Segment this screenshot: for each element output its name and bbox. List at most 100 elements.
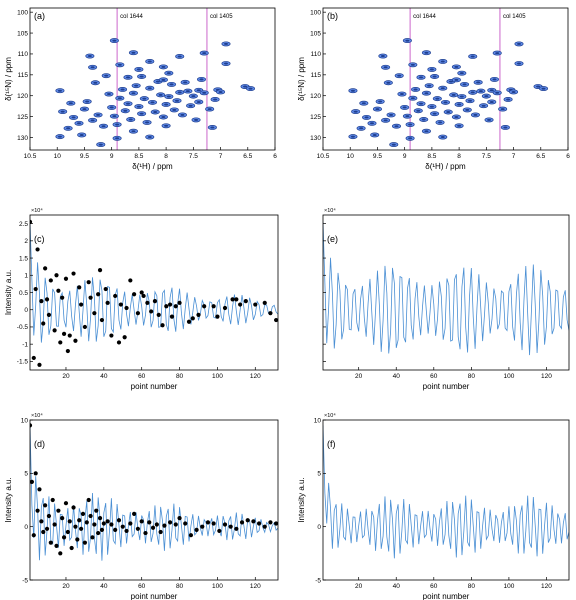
- sample-point: [82, 324, 88, 330]
- sample-point: [92, 311, 97, 316]
- peak: [367, 120, 377, 126]
- sample-point: [63, 276, 69, 281]
- peak: [381, 117, 391, 123]
- sample-point: [52, 522, 57, 527]
- peak-core: [405, 115, 410, 118]
- sample-point: [94, 508, 99, 513]
- sample-point: [46, 312, 52, 317]
- y-tick-label: 0: [317, 524, 321, 531]
- peak: [430, 74, 440, 79]
- peak-core: [405, 39, 410, 42]
- panel-c: ×10⁴ 20 40 60 80 100 120 -1.5 -1 -0.5 0 0.5 1 1.5 2 2.5…: [4, 207, 279, 391]
- peak-core: [541, 87, 546, 90]
- peak-core: [386, 81, 391, 84]
- panel-f: ×10⁴ 20 40 60 80 100 120 -5 0 5 10 (f) point number I…: [297, 412, 570, 600]
- peak: [145, 134, 155, 140]
- sample-point: [75, 537, 80, 542]
- peak-core: [131, 92, 136, 95]
- peak: [188, 93, 198, 99]
- x-tick-label: 6.5: [536, 153, 545, 160]
- peak-core: [60, 110, 65, 113]
- y-axis-label: Intensity a.u.: [297, 477, 306, 522]
- x-tick-label: 10.5: [317, 153, 330, 160]
- panel-label: (f): [327, 439, 336, 449]
- x-tick-label: 60: [138, 583, 146, 590]
- sample-point: [30, 479, 34, 484]
- sample-point: [135, 311, 141, 316]
- y-tick-label: 130: [17, 135, 28, 142]
- sample-point: [186, 319, 192, 324]
- peak-core: [85, 100, 90, 103]
- peak-core: [397, 74, 402, 77]
- sample-point: [61, 535, 67, 540]
- peak-core: [172, 108, 177, 111]
- sample-point: [109, 522, 114, 527]
- peak-core: [487, 118, 492, 121]
- sample-point: [164, 304, 169, 309]
- peak: [161, 123, 171, 129]
- peak: [183, 88, 193, 94]
- y-tick-label: 2.5: [19, 221, 28, 228]
- peak: [438, 85, 448, 91]
- peak-core: [419, 102, 423, 105]
- y-tick-label: 120: [310, 93, 321, 100]
- peak: [503, 97, 513, 102]
- sample-point: [262, 300, 267, 305]
- peak-core: [517, 42, 521, 45]
- peak-core: [364, 116, 369, 119]
- peak-core: [131, 51, 136, 54]
- peak-core: [106, 93, 111, 96]
- x-tick-label: 80: [468, 373, 476, 380]
- peak: [134, 104, 144, 110]
- peak-core: [370, 122, 374, 125]
- peak: [435, 119, 445, 125]
- peak: [145, 59, 155, 64]
- peak-core: [399, 93, 404, 96]
- peak-core: [443, 101, 448, 104]
- sample-point: [239, 520, 245, 525]
- peak: [112, 135, 122, 141]
- sample-point: [82, 540, 88, 545]
- sample-point: [41, 321, 46, 326]
- panel-label: (b): [327, 11, 338, 21]
- sample-point: [67, 519, 72, 524]
- x-tick-label: 9.5: [80, 153, 89, 160]
- sample-point: [128, 521, 133, 526]
- peak: [465, 98, 475, 104]
- peak-core: [470, 91, 475, 94]
- sample-point: [60, 516, 65, 521]
- sample-point: [156, 312, 161, 317]
- x-tick-label: 6.5: [243, 153, 252, 160]
- peak-core: [115, 137, 120, 140]
- y-tick-label: -5: [22, 577, 28, 584]
- peak-core: [353, 110, 358, 113]
- sample-point: [88, 513, 93, 519]
- peak: [112, 122, 122, 127]
- peak: [175, 53, 185, 59]
- sample-point: [99, 527, 105, 532]
- peak-core: [109, 106, 114, 109]
- x-tick-label: 8: [164, 153, 168, 160]
- peak-core: [79, 133, 84, 136]
- peak-core: [82, 108, 87, 111]
- peak: [90, 80, 100, 86]
- y-tick-label: 115: [18, 72, 29, 79]
- peak: [199, 90, 209, 96]
- peak-core: [492, 78, 497, 81]
- peak: [120, 108, 130, 114]
- peak: [63, 125, 73, 131]
- sample-point: [30, 423, 33, 428]
- panel-label: (e): [327, 234, 338, 244]
- peak-core: [457, 103, 462, 106]
- peak-core: [134, 84, 139, 87]
- peak-core: [421, 118, 426, 121]
- peak-core: [350, 135, 355, 138]
- peak-core: [248, 87, 253, 90]
- peak-core: [142, 97, 147, 100]
- peak: [408, 62, 418, 68]
- peak-core: [361, 102, 366, 105]
- peak-core: [454, 116, 459, 119]
- peak: [131, 83, 141, 89]
- sample-point: [173, 304, 178, 309]
- signal-line: [323, 425, 569, 559]
